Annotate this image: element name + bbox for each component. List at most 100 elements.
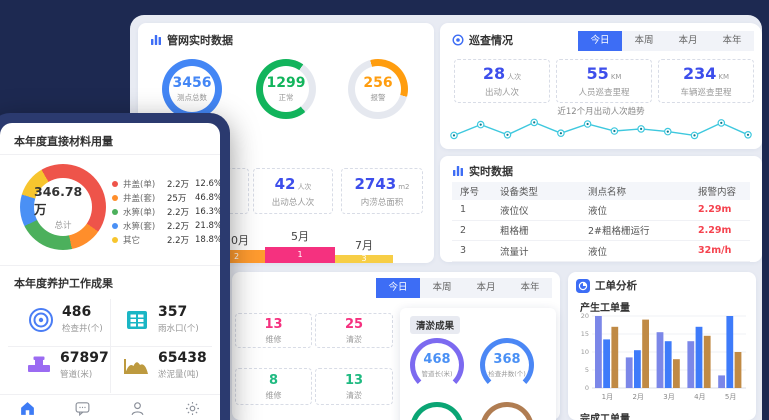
legend-label: 水箅(单) bbox=[123, 208, 156, 218]
patrol-tabs: 今日 本周 本月 本年 bbox=[578, 31, 754, 51]
svg-text:0: 0 bbox=[585, 384, 589, 392]
material-usage-donut: 346.78万 总计 bbox=[20, 164, 106, 250]
table-header-row: 序号 设备类型 测点名称 报警内容 bbox=[452, 182, 750, 200]
achievement-item: 357 雨水口(个) bbox=[124, 304, 199, 334]
gauge-value: 368 bbox=[493, 352, 521, 367]
legend-percent: 18.8% bbox=[195, 235, 220, 245]
legend-value: 2.2万 bbox=[167, 222, 190, 232]
table-cell: 1 bbox=[460, 204, 467, 216]
achievement-value: 67897 bbox=[60, 350, 109, 366]
svg-text:3月: 3月 bbox=[663, 393, 674, 401]
stat-value: 55 KM bbox=[586, 64, 622, 83]
legend-value: 2.2万 bbox=[167, 236, 190, 246]
ring-stat: 1299 正常 bbox=[256, 59, 316, 119]
divider bbox=[8, 346, 212, 347]
mobile-preview-frame: 本年度直接材料用量 346.78万 总计 井盖(单) 2.2万 12.6% 井盖(套)… bbox=[0, 113, 230, 420]
maintenance-tab-今日[interactable]: 今日 bbox=[376, 278, 420, 298]
ring-label: 报警 bbox=[370, 93, 386, 102]
legend-label: 其它 bbox=[123, 236, 141, 246]
legend-label: 井盖(套) bbox=[123, 194, 156, 204]
legend-percent: 16.3% bbox=[195, 207, 220, 217]
table-cell: 2#粗格栅运行 bbox=[588, 226, 650, 238]
gear-icon bbox=[184, 400, 201, 417]
bar-chart-icon bbox=[150, 34, 162, 46]
maintenance-stat-box: 13 清淤 bbox=[315, 368, 393, 405]
nav-item-gear[interactable] bbox=[184, 400, 201, 417]
dredge-result-title: 清淤成果 bbox=[410, 316, 461, 334]
stat-label: 清淤 bbox=[346, 334, 362, 344]
patrol-stat-box: 55 KM 人员巡查里程 bbox=[556, 59, 652, 103]
table-header: 序号 bbox=[460, 187, 480, 198]
panel-maintenance: 今日 本周 本月 本年 13 维修 25 清淤 8 维修 13 清淤 清淤成果 468 管道长(米) 3… bbox=[176, 272, 560, 420]
bar-chart-icon bbox=[452, 165, 464, 177]
table-header: 测点名称 bbox=[588, 187, 627, 198]
completed-orders-title: 完成工单量 bbox=[580, 414, 630, 420]
panel-patrol-title: 巡查情况 bbox=[469, 34, 513, 47]
dispatch-trend-line-chart bbox=[448, 115, 754, 145]
achievement-item: 67897 管道(米) bbox=[26, 350, 109, 380]
legend-label: 井盖(单) bbox=[123, 180, 156, 190]
gauge-ring-partial bbox=[480, 402, 534, 420]
ring-value: 256 bbox=[363, 75, 393, 91]
nav-item-home[interactable] bbox=[19, 400, 36, 417]
nav-item-user[interactable] bbox=[129, 400, 146, 417]
patrol-tab-本月[interactable]: 本月 bbox=[666, 31, 710, 51]
panel-pipe-title: 管网实时数据 bbox=[167, 34, 233, 47]
legend-percent: 21.8% bbox=[195, 221, 220, 231]
ring-label: 测点总数 bbox=[177, 93, 207, 102]
patrol-stat-box: 28 人次出动人次 bbox=[454, 59, 550, 103]
svg-text:4月: 4月 bbox=[694, 393, 705, 401]
mobile-screen: 本年度直接材料用量 346.78万 总计 井盖(单) 2.2万 12.6% 井盖(套)… bbox=[0, 123, 220, 420]
patrol-tab-本年[interactable]: 本年 bbox=[710, 31, 754, 51]
panel-order-title: 工单分析 bbox=[595, 280, 637, 292]
achievement-value: 65438 bbox=[158, 350, 207, 366]
stat-value: 13 bbox=[344, 372, 364, 388]
donut-total-value: 346.78万 bbox=[34, 183, 83, 217]
month-label: 10月 bbox=[224, 234, 249, 247]
achievement-value: 357 bbox=[158, 304, 188, 320]
maintenance-tab-本周[interactable]: 本周 bbox=[420, 278, 464, 298]
stat-value: 234 KM bbox=[682, 64, 730, 83]
user-icon bbox=[129, 400, 146, 417]
stat-label: 内涝总面积 bbox=[360, 197, 404, 208]
patrol-tab-今日[interactable]: 今日 bbox=[578, 31, 622, 51]
stat-value: 28 人次 bbox=[482, 64, 522, 83]
achievement-item: 486 检查井(个) bbox=[28, 304, 103, 335]
legend-label: 水箅(套) bbox=[123, 222, 156, 232]
table-cell: 32m/h bbox=[698, 245, 732, 257]
svg-text:15: 15 bbox=[581, 330, 589, 338]
patrol-tab-本周[interactable]: 本周 bbox=[622, 31, 666, 51]
table-cell: 液位 bbox=[588, 246, 608, 258]
month-label: 5月 bbox=[291, 230, 309, 243]
nav-item-chat[interactable] bbox=[74, 400, 91, 417]
table-header: 报警内容 bbox=[698, 187, 737, 198]
stat-label: 人员巡查里程 bbox=[578, 88, 630, 98]
panel-work-orders: 工单分析 产生工单量 0 5 10 15 20 1月 2月 3月 4月 5月 完成工单量 bbox=[568, 272, 756, 420]
svg-text:5月: 5月 bbox=[725, 393, 736, 401]
dredge-result-card: 清淤成果 468 管道长(米) 368 检查井数(个) bbox=[400, 308, 556, 420]
patrol-stat-box: 234 KM 车辆巡查里程 bbox=[658, 59, 754, 103]
gauge-ring: 468 管道长(米) bbox=[410, 338, 464, 392]
maintenance-tab-本年[interactable]: 本年 bbox=[508, 278, 552, 298]
pipe-stat-box: 2743 m2 内涝总面积 bbox=[341, 168, 423, 214]
ring-stat: 3456 测点总数 bbox=[162, 59, 222, 119]
pipe-stat-box: 42 人次 出动总人次 bbox=[253, 168, 333, 214]
rain-inlet-icon bbox=[124, 307, 150, 333]
table-cell: 3 bbox=[460, 245, 467, 257]
gauge-value: 468 bbox=[423, 352, 451, 367]
divider bbox=[0, 154, 220, 155]
achievement-item: 65438 淤泥量(吨) bbox=[122, 350, 207, 380]
maintenance-tab-本月[interactable]: 本月 bbox=[464, 278, 508, 298]
svg-text:5: 5 bbox=[585, 366, 589, 374]
pipe-icon bbox=[26, 353, 52, 379]
table-cell: 2.29m bbox=[698, 224, 732, 236]
chat-icon bbox=[74, 400, 91, 417]
line-chart-title: 近12个月出动人次趋势 bbox=[557, 107, 645, 117]
manhole-icon bbox=[28, 307, 54, 333]
month-label: 7月 bbox=[355, 239, 373, 252]
achievement-label: 检查井(个) bbox=[62, 324, 103, 335]
panel-realtime-data: 实时数据 序号 设备类型 测点名称 报警内容 1 液位仪 液位 2.29m 2 粗格栅 2#粗格栅运… bbox=[440, 156, 762, 262]
stat-label: 出动人次 bbox=[484, 88, 519, 98]
svg-text:20: 20 bbox=[581, 312, 589, 320]
